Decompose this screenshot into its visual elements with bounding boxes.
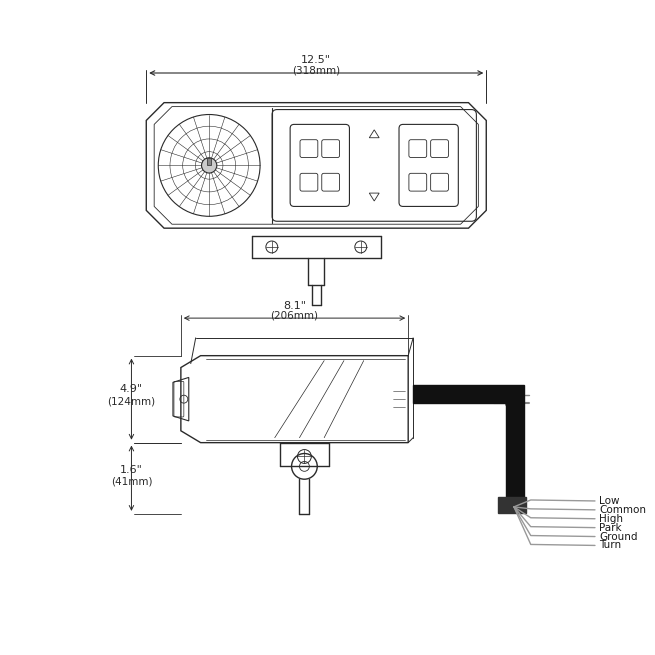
Text: Low: Low [599, 496, 620, 506]
Text: Park: Park [599, 523, 622, 533]
Text: 1.6": 1.6" [120, 465, 143, 476]
Text: (124mm): (124mm) [107, 396, 155, 406]
Text: (206mm): (206mm) [271, 310, 318, 320]
Circle shape [202, 158, 217, 173]
Bar [207, 158, 211, 166]
Circle shape [506, 394, 524, 412]
Text: (318mm): (318mm) [292, 65, 341, 75]
Text: 4.9": 4.9" [120, 384, 143, 394]
Text: Ground: Ground [599, 532, 637, 542]
Bar [506, 403, 524, 505]
Bar [498, 497, 526, 513]
Text: 8.1": 8.1" [283, 301, 306, 311]
Bar [413, 385, 524, 403]
Text: 12.5": 12.5" [301, 55, 331, 65]
Text: Common: Common [599, 505, 646, 515]
Text: High: High [599, 514, 623, 524]
Text: Turn: Turn [599, 540, 621, 550]
Text: (41mm): (41mm) [111, 476, 152, 486]
